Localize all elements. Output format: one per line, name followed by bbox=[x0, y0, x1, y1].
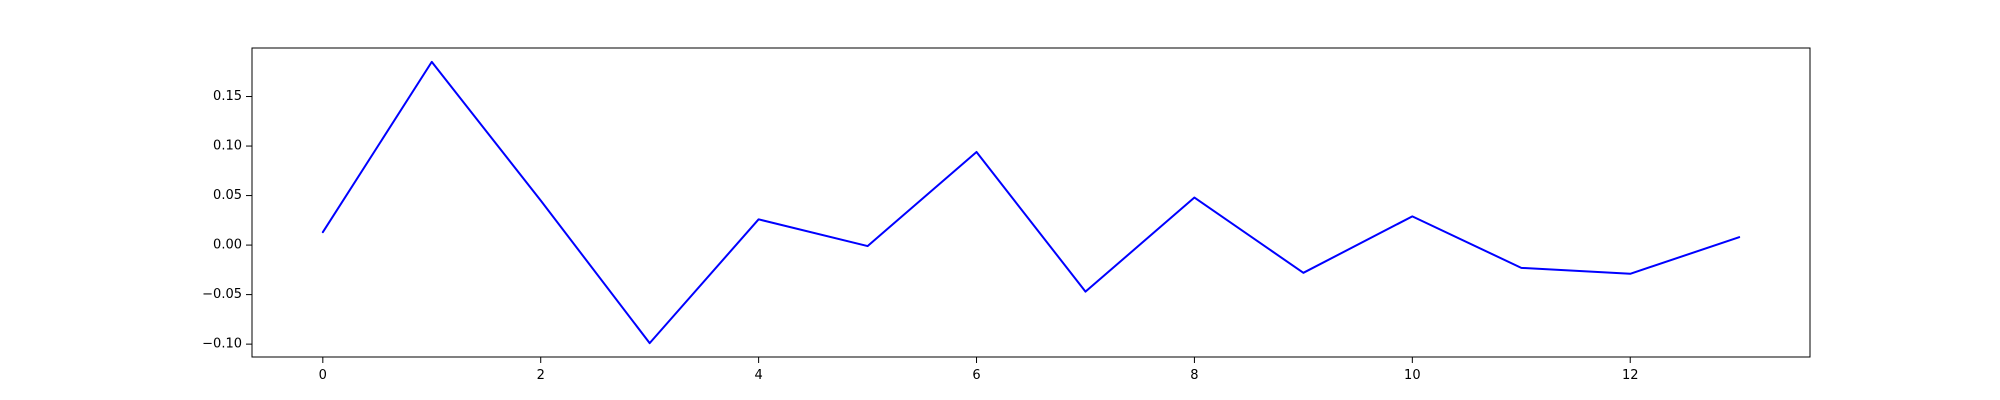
x-tick-label: 2 bbox=[537, 368, 545, 383]
x-axis-ticks: 0 2 4 6 8 10 12 bbox=[319, 357, 1639, 383]
x-tick-label: 4 bbox=[754, 368, 762, 383]
x-tick-label: 12 bbox=[1622, 368, 1639, 383]
y-tick-label: 0.15 bbox=[213, 89, 242, 104]
x-tick-label: 0 bbox=[319, 368, 327, 383]
y-tick-label: −0.10 bbox=[202, 337, 242, 352]
y-tick-label: 0.00 bbox=[213, 238, 242, 253]
x-tick-label: 6 bbox=[972, 368, 980, 383]
series-line-0 bbox=[321, 60, 1741, 345]
y-tick-label: −0.05 bbox=[202, 287, 242, 302]
y-tick-label: 0.05 bbox=[213, 188, 242, 203]
series-group bbox=[321, 60, 1741, 345]
y-axis-ticks: −0.10 −0.05 0.00 0.05 0.10 0.15 bbox=[202, 89, 252, 352]
plot-frame bbox=[251, 47, 1811, 358]
x-tick-label: 8 bbox=[1190, 368, 1198, 383]
x-tick-label: 10 bbox=[1404, 368, 1421, 383]
y-tick-label: 0.10 bbox=[213, 139, 242, 154]
